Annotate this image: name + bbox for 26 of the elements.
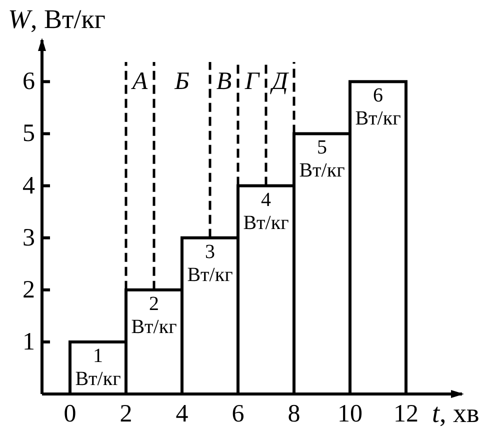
data-label: 4 Вт/кг <box>243 188 289 234</box>
y-tick-label: 6 <box>22 68 35 96</box>
y-tick-label: 3 <box>22 224 35 252</box>
data-label: 6 Вт/кг <box>355 84 401 130</box>
y-axis-title: W, Вт/кг <box>8 4 106 34</box>
x-tick-label: 2 <box>120 400 132 428</box>
x-tick-label: 10 <box>338 400 362 428</box>
y-tick-label: 2 <box>22 276 35 304</box>
x-tick-label: 12 <box>394 400 418 428</box>
data-label: 2 Вт/кг <box>131 292 177 338</box>
data-label: 5 Вт/кг <box>299 136 345 182</box>
annotation: В <box>216 68 232 96</box>
y-tick-label: 5 <box>22 120 35 148</box>
annotation: Г <box>244 68 261 96</box>
annotation: Д <box>270 68 290 96</box>
y-tick-label: 4 <box>22 172 36 200</box>
data-label: 1 Вт/кг <box>75 344 121 390</box>
annotation: Б <box>174 68 190 96</box>
data-label: 3 Вт/кг <box>187 240 233 286</box>
annotation: А <box>130 68 148 96</box>
x-tick-label: 0 <box>64 400 76 428</box>
x-axis-title: t, хв <box>432 398 480 428</box>
x-tick-label: 8 <box>288 400 300 428</box>
x-tick-label: 6 <box>232 400 244 428</box>
x-tick-label: 4 <box>176 400 189 428</box>
y-tick-label: 1 <box>22 328 35 356</box>
